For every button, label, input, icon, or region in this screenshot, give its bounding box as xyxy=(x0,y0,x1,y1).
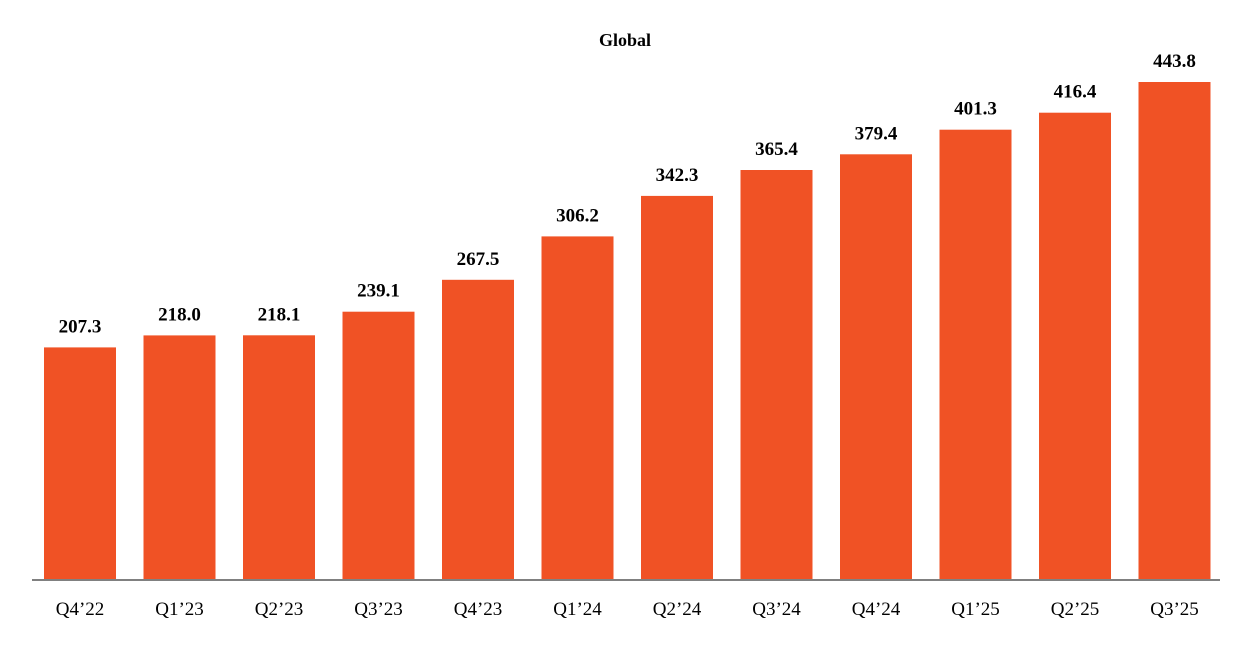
bar-8 xyxy=(740,170,813,580)
value-label-3: 218.1 xyxy=(258,304,301,325)
value-label-5: 267.5 xyxy=(457,249,500,270)
value-label-1: 207.3 xyxy=(59,316,102,337)
tick-label-1: Q4’22 xyxy=(56,599,105,620)
bar-6 xyxy=(541,236,614,580)
tick-label-5: Q4’23 xyxy=(454,599,503,620)
tick-label-4: Q3’23 xyxy=(354,599,403,620)
value-label-8: 365.4 xyxy=(755,139,798,160)
bar-2 xyxy=(143,335,216,580)
bar-1 xyxy=(44,347,116,580)
bar-12 xyxy=(1138,82,1211,580)
tick-label-6: Q1’24 xyxy=(553,599,602,620)
tick-label-11: Q2’25 xyxy=(1051,599,1100,620)
tick-label-7: Q2’24 xyxy=(653,599,702,620)
tick-label-9: Q4’24 xyxy=(852,599,901,620)
chart-title: Global xyxy=(599,30,651,50)
value-label-10: 401.3 xyxy=(954,99,997,120)
value-labels-group: 207.3 218.0 218.1 239.1 267.5 306.2 342.3 365.4… xyxy=(59,51,1196,337)
bar-7 xyxy=(641,195,713,580)
bar-5 xyxy=(442,279,514,580)
bar-3 xyxy=(243,335,315,580)
value-label-6: 306.2 xyxy=(556,205,599,226)
bars-group xyxy=(44,82,1211,581)
tick-label-3: Q2’23 xyxy=(255,599,304,620)
bar-9 xyxy=(840,154,912,581)
tick-label-12: Q3’25 xyxy=(1150,599,1199,620)
tick-label-2: Q1’23 xyxy=(155,599,204,620)
bar-10 xyxy=(939,129,1012,580)
value-label-9: 379.4 xyxy=(855,123,898,144)
value-label-7: 342.3 xyxy=(656,165,699,186)
tick-labels-group: Q4’22 Q1’23 Q2’23 Q3’23 Q4’23 Q1’24 Q2’24 Q3’24… xyxy=(56,599,1199,620)
value-label-4: 239.1 xyxy=(357,281,400,302)
tick-label-10: Q1’25 xyxy=(951,599,1000,620)
bar-11 xyxy=(1039,112,1111,580)
tick-label-8: Q3’24 xyxy=(752,599,801,620)
value-label-2: 218.0 xyxy=(158,304,201,325)
value-label-12: 443.8 xyxy=(1153,51,1196,72)
value-label-11: 416.4 xyxy=(1054,82,1097,103)
bar-4 xyxy=(342,311,415,580)
